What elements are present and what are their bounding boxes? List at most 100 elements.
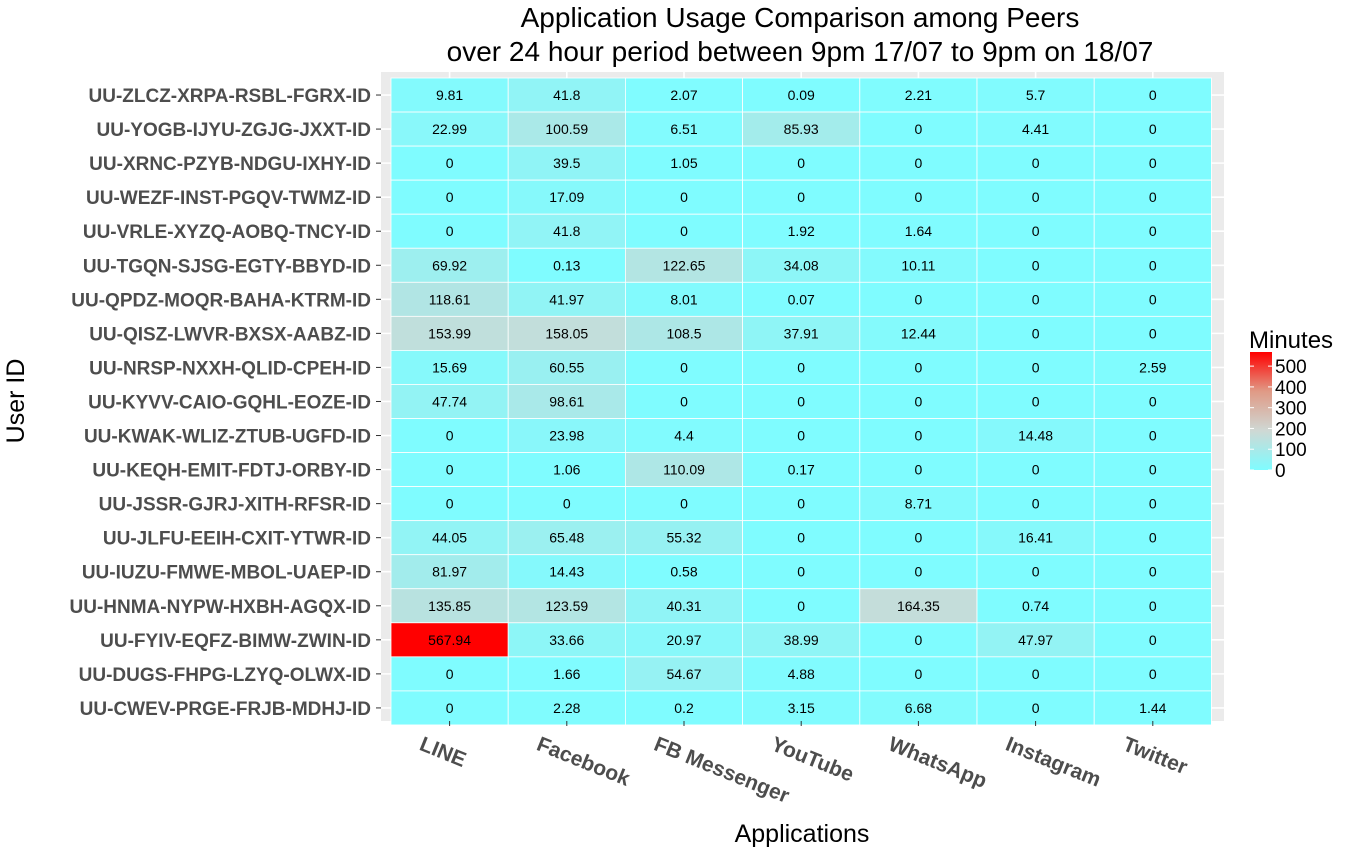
cell-value-label: 0	[1032, 564, 1040, 580]
y-tick-label: UU-KWAK-WLIZ-ZTUB-UGFD-ID	[84, 427, 371, 448]
heatmap-cell	[976, 281, 1095, 317]
cell-value-label: 6.68	[905, 700, 932, 716]
cell-value-label: 16.41	[1018, 530, 1053, 546]
chart-title-line-1: Application Usage Comparison among Peers	[521, 2, 1080, 33]
x-tick-label: Twitter	[1120, 733, 1191, 780]
heatmap-cell	[859, 622, 978, 658]
cell-value-label: 0	[1032, 393, 1040, 409]
y-tick-label: UU-HNMA-NYPW-HXBH-AGQX-ID	[70, 597, 371, 618]
cell-value-label: 14.43	[549, 564, 584, 580]
y-tick-label: UU-JSSR-GJRJ-XITH-RFSR-ID	[99, 495, 371, 516]
cell-value-labels: 9.81 41.8 2.07 0.09 2.21 5.7 0 22.99 100.59 6.51 8…	[428, 87, 1166, 716]
heatmap-cell	[976, 145, 1095, 181]
heatmap-cell	[742, 520, 861, 556]
cell-value-label: 1.66	[553, 666, 580, 682]
heatmap-cell	[742, 145, 861, 181]
y-tick-label: UU-CWEV-PRGE-FRJB-MDHJ-ID	[80, 699, 371, 720]
heatmap-cell	[507, 486, 626, 522]
cell-value-label: 5.7	[1026, 87, 1046, 103]
cell-value-label: 0	[563, 496, 571, 512]
cell-value-label: 1.64	[905, 223, 932, 239]
cell-value-label: 2.59	[1139, 359, 1166, 375]
cell-value-label: 153.99	[428, 325, 471, 341]
cell-value-label: 0	[1149, 462, 1157, 478]
y-tick-label: UU-QISZ-LWVR-BXSX-AABZ-ID	[89, 324, 371, 345]
cell-value-label: 0	[680, 496, 688, 512]
cell-value-label: 567.94	[428, 632, 471, 648]
y-tick-label: UU-QPDZ-MOQR-BAHA-KTRM-ID	[71, 290, 371, 311]
heatmap-cell	[859, 247, 978, 283]
legend-color-bar	[1250, 352, 1272, 470]
heatmap-cell	[390, 349, 509, 385]
heatmap-cell	[742, 111, 861, 147]
cell-value-label: 0	[915, 428, 923, 444]
heatmap-cell	[1093, 622, 1212, 658]
cell-value-label: 0	[446, 428, 454, 444]
heatmap-cell	[1093, 418, 1212, 453]
cell-value-label: 0	[797, 598, 805, 614]
cell-value-label: 108.5	[666, 325, 701, 341]
cell-value-label: 55.32	[666, 530, 701, 546]
cell-value-label: 9.81	[436, 87, 463, 103]
cell-value-label: 1.92	[788, 223, 815, 239]
cell-value-label: 2.07	[670, 87, 697, 103]
heatmap-cell	[742, 247, 861, 283]
cell-value-label: 0	[1032, 496, 1040, 512]
heatmap-cell	[507, 77, 626, 113]
cell-value-label: 38.99	[784, 632, 819, 648]
heatmap-cell	[859, 349, 978, 385]
cell-value-label: 0	[1149, 189, 1157, 205]
heatmap-cell	[742, 486, 861, 522]
y-tick-label: UU-WEZF-INST-PGQV-TWMZ-ID	[86, 188, 371, 209]
cell-value-label: 0.13	[553, 257, 580, 273]
heatmap-cell	[1093, 520, 1212, 556]
cell-value-label: 0	[1149, 325, 1157, 341]
cell-value-label: 15.69	[432, 359, 467, 375]
cell-value-label: 4.88	[788, 666, 815, 682]
y-tick-label: UU-YOGB-IJYU-ZGJG-JXXT-ID	[97, 120, 371, 141]
cell-value-label: 100.59	[545, 121, 588, 137]
cell-value-label: 0	[680, 359, 688, 375]
cell-value-label: 0	[1149, 155, 1157, 171]
cell-value-label: 0	[915, 530, 923, 546]
cell-value-label: 0	[446, 223, 454, 239]
legend-tick-label: 400	[1275, 378, 1307, 399]
cell-value-label: 40.31	[666, 598, 701, 614]
heatmap-cell	[1093, 213, 1212, 249]
heatmap-cell	[859, 315, 978, 351]
heatmap-cell	[390, 520, 509, 556]
cell-value-label: 20.97	[666, 632, 701, 648]
cell-value-label: 0	[915, 291, 923, 307]
cell-value-label: 0	[446, 666, 454, 682]
heatmap-cell	[1093, 111, 1212, 147]
cell-value-label: 110.09	[663, 462, 705, 478]
cell-value-label: 0	[915, 121, 923, 137]
cell-value-label: 0	[1032, 291, 1040, 307]
heatmap-cell	[625, 656, 744, 692]
heatmap-cell	[507, 588, 626, 624]
heatmap-cell	[625, 418, 744, 453]
cell-value-label: 0	[446, 155, 454, 171]
cell-value-label: 60.55	[549, 359, 584, 375]
heatmap-cell	[976, 349, 1095, 385]
legend-tick-label: 0	[1275, 461, 1286, 482]
heatmap-cell	[1093, 554, 1212, 590]
heatmap-cell	[625, 622, 744, 658]
cell-value-label: 0	[1149, 393, 1157, 409]
cell-value-label: 0	[915, 155, 923, 171]
cell-value-label: 0	[446, 496, 454, 512]
heatmap-cell	[976, 520, 1095, 556]
heatmap-cell	[742, 452, 861, 487]
heatmap-cell	[976, 247, 1095, 283]
legend-title: Minutes	[1249, 327, 1333, 354]
cell-value-label: 0	[797, 428, 805, 444]
heatmap-cell	[742, 690, 861, 726]
cell-value-label: 0	[1032, 359, 1040, 375]
heatmap-cell	[390, 77, 509, 113]
heatmap-cell	[507, 111, 626, 147]
cell-value-label: 41.8	[553, 223, 580, 239]
cell-value-label: 0	[797, 189, 805, 205]
heatmap-cell	[625, 77, 744, 113]
